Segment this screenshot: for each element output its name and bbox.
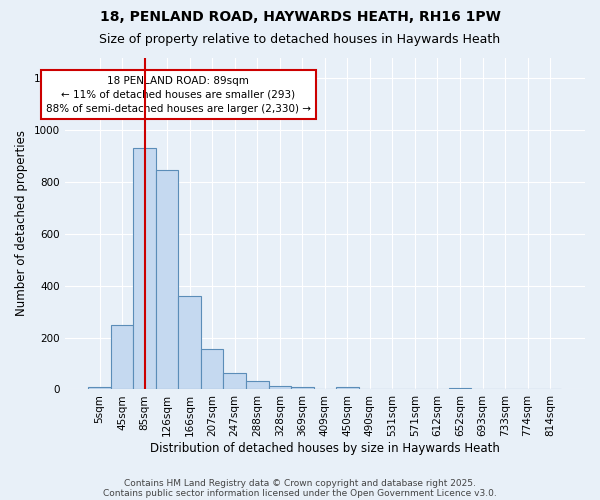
Text: Contains HM Land Registry data © Crown copyright and database right 2025.: Contains HM Land Registry data © Crown c…	[124, 478, 476, 488]
Bar	[223, 373, 246, 390]
Text: 18 PENLAND ROAD: 89sqm
← 11% of detached houses are smaller (293)
88% of semi-de: 18 PENLAND ROAD: 89sqm ← 11% of detached…	[46, 76, 311, 114]
Text: Size of property relative to detached houses in Haywards Heath: Size of property relative to detached ho…	[100, 32, 500, 46]
Bar	[133, 148, 156, 390]
Bar	[246, 381, 269, 390]
Text: Contains public sector information licensed under the Open Government Licence v3: Contains public sector information licen…	[103, 488, 497, 498]
Bar	[201, 348, 223, 390]
Text: 18, PENLAND ROAD, HAYWARDS HEATH, RH16 1PW: 18, PENLAND ROAD, HAYWARDS HEATH, RH16 1…	[100, 10, 500, 24]
Bar	[449, 388, 471, 390]
Bar	[269, 386, 291, 390]
Bar	[111, 325, 133, 390]
Bar	[291, 388, 314, 390]
Bar	[178, 296, 201, 390]
X-axis label: Distribution of detached houses by size in Haywards Heath: Distribution of detached houses by size …	[150, 442, 500, 455]
Bar	[88, 388, 111, 390]
Y-axis label: Number of detached properties: Number of detached properties	[15, 130, 28, 316]
Bar	[156, 170, 178, 390]
Bar	[336, 387, 359, 390]
